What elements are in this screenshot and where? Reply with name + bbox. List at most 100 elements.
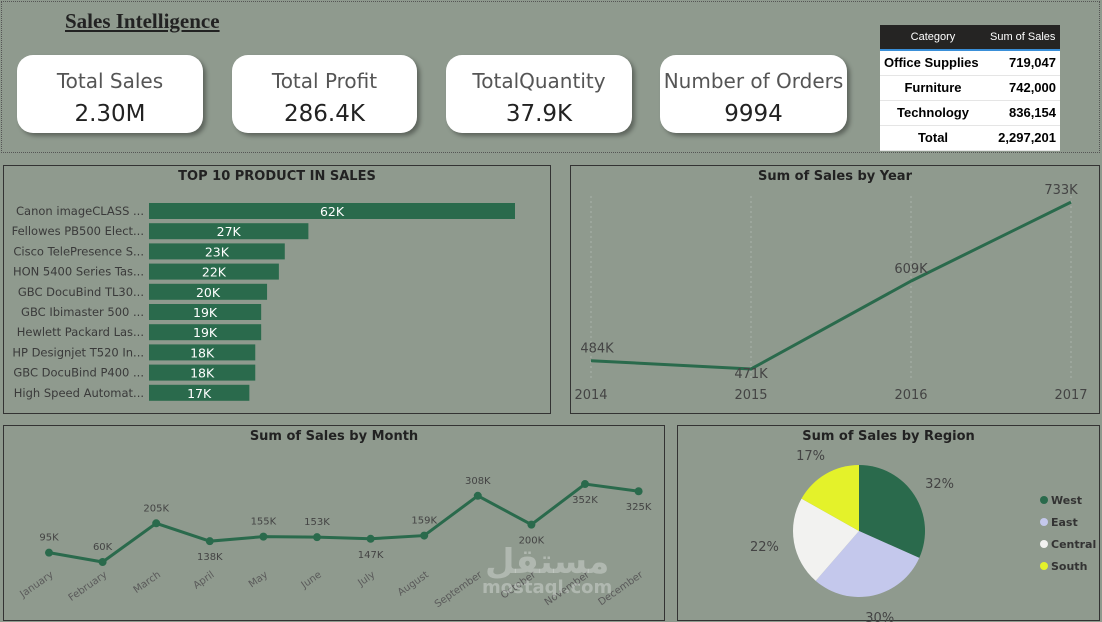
pie-slice (793, 498, 859, 581)
category-cell: Furniture (880, 75, 986, 101)
table-total-row: Total 2,297,201 (880, 124, 1060, 151)
bar-category-label: HON 5400 Series Tas... (13, 265, 144, 279)
sales-by-year-chart: 2014 2015 2016 2017 484K 471K 609K 733K (574, 183, 1087, 403)
slice-label: 22% (750, 540, 779, 555)
pie-slice (815, 531, 920, 597)
column-header-sum-of-sales[interactable]: Sum of Sales (986, 25, 1060, 51)
sales-by-month-panel: Sum of Sales by Month 95K January 60K Febru… (3, 425, 665, 621)
kpi-label: Total Sales (56, 69, 164, 93)
bar-data-label: 23K (205, 244, 230, 259)
bar-category-label: GBC Ibimaster 500 ... (21, 305, 144, 319)
x-tick-label: August (396, 569, 431, 598)
category-cell: Office Supplies (880, 50, 986, 76)
legend-label: East (1051, 516, 1078, 529)
bar-data-label: 27K (217, 224, 242, 239)
watermark-latin: mostaql.com (482, 577, 613, 598)
bar-data-label: 19K (193, 325, 218, 340)
legend-marker (1040, 540, 1048, 548)
sales-by-year-panel: Sum of Sales by Year 2014 2015 2016 2017 484… (570, 165, 1100, 414)
x-tick-label: May (247, 569, 270, 590)
kpi-label: TotalQuantity (472, 69, 606, 93)
data-point (98, 558, 107, 566)
chart-title: TOP 10 PRODUCT IN SALES (178, 169, 376, 184)
data-point (581, 480, 589, 489)
data-label: 471K (734, 367, 768, 382)
x-tick-label: 2014 (574, 388, 607, 403)
pie-slice (801, 465, 859, 531)
kpi-value: 286.4K (284, 101, 365, 127)
page-title: Sales Intelligence (65, 9, 220, 33)
data-label: 609K (894, 262, 928, 277)
series-line (48, 482, 639, 564)
bar (149, 243, 285, 260)
kpi-label: Number of Orders (663, 69, 844, 93)
data-label: 308K (465, 476, 491, 487)
bar (149, 304, 262, 320)
data-label: 153K (304, 517, 330, 528)
bar (149, 223, 309, 240)
sales-cell: 719,047 (986, 50, 1060, 76)
total-value: 2,297,201 (986, 124, 1060, 151)
kpi-total-profit: Total Profit 286.4K (232, 55, 417, 133)
x-tick-label: March (132, 569, 163, 595)
column-header-category[interactable]: Category (880, 25, 986, 51)
slice-label: 32% (925, 477, 954, 492)
data-point (313, 533, 321, 542)
table-row: Furniture 742,000 (880, 75, 1060, 101)
legend-label: Central (1051, 538, 1096, 551)
data-label: 325K (626, 502, 652, 513)
x-tick-label: 2017 (1054, 388, 1087, 403)
bar-category-label: Hewlett Packard Las... (17, 325, 144, 339)
kpi-value: 9994 (724, 101, 783, 127)
x-tick-label: 2015 (734, 388, 767, 403)
sales-by-region-panel: Sum of Sales by Region 32% West 30% East 22%… (677, 425, 1100, 622)
x-tick-label: January (18, 569, 56, 600)
data-point (366, 534, 375, 543)
bar (149, 324, 262, 341)
data-point (205, 537, 214, 546)
bar (149, 283, 268, 300)
data-label: 60K (93, 542, 113, 553)
x-tick-label: April (191, 569, 216, 591)
bar-category-label: HP Designjet T520 In... (12, 345, 144, 359)
data-label: 733K (1044, 183, 1078, 198)
slice-label: 17% (796, 449, 825, 464)
data-label: 138K (197, 552, 223, 563)
kpi-value: 2.30M (74, 101, 146, 127)
total-label: Total (880, 124, 986, 151)
header-frame (1, 1, 1100, 153)
data-point (527, 520, 536, 529)
category-sales-table: Category Sum of Sales Office Supplies 719,… (880, 25, 1060, 151)
bar (149, 263, 279, 280)
kpi-label: Total Profit (271, 69, 378, 93)
bar-category-label: High Speed Automat... (14, 386, 144, 400)
legend-label: South (1051, 560, 1087, 573)
bar-data-label: 20K (196, 285, 221, 300)
bar-data-label: 18K (190, 345, 215, 360)
watermark: مستقل mostaql.com (482, 545, 612, 597)
bar-category-label: GBC DocuBind TL30... (18, 285, 144, 299)
bar-data-label: 22K (202, 265, 227, 280)
data-point (152, 519, 161, 528)
bar (149, 344, 256, 361)
watermark-arabic: مستقل (484, 542, 610, 582)
x-tick-label: July (355, 569, 377, 589)
slice-label: 30% (865, 611, 894, 622)
table-row: Technology 836,154 (880, 100, 1060, 126)
sales-cell: 836,154 (986, 100, 1060, 126)
data-point (45, 548, 53, 557)
kpi-value: 37.9K (505, 101, 573, 127)
data-label: 200K (519, 536, 545, 547)
kpi-total-sales: Total Sales 2.30M (17, 55, 203, 133)
bar-data-label: 17K (187, 386, 212, 401)
bar-category-label: GBC DocuBind P400 ... (13, 366, 144, 380)
x-tick-label: September (433, 569, 485, 610)
bar-data-label: 62K (320, 204, 345, 219)
sales-cell: 742,000 (986, 75, 1060, 101)
data-label: 352K (572, 495, 598, 506)
legend-label: West (1051, 494, 1082, 507)
kpi-number-of-orders: Number of Orders 9994 (660, 55, 847, 133)
data-label: 147K (358, 550, 384, 561)
series-line (590, 200, 1072, 371)
bar-data-label: 18K (190, 366, 215, 381)
